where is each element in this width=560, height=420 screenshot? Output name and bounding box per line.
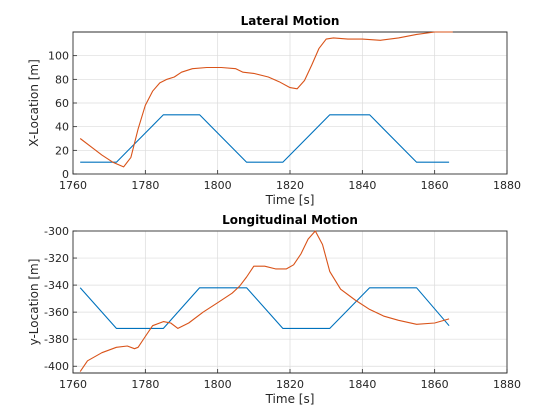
y-tick-label: 20 (55, 144, 69, 157)
x-tick-label: 1780 (131, 378, 159, 391)
y-axis-label: X-Location [m] (27, 59, 41, 147)
axes-frame (72, 230, 508, 374)
axes-frame (72, 31, 508, 175)
y-tick-label: 80 (55, 73, 69, 86)
y-tick-label: 0 (62, 168, 69, 181)
y-axis-label: y-Location [m] (27, 259, 41, 346)
x-tick-label: 1800 (204, 378, 232, 391)
x-tick-label: 1840 (348, 179, 376, 192)
y-tick-label: -360 (44, 306, 69, 319)
y-tick-label: -380 (44, 333, 69, 346)
x-tick-label: 1820 (276, 378, 304, 391)
y-tick-label: -300 (44, 225, 69, 238)
chart-title: Lateral Motion (241, 14, 340, 28)
series-line-1 (80, 114, 450, 163)
chart-title: Longitudinal Motion (222, 213, 358, 227)
lateral-motion-panel: 1760 1780 1800 1820 1840 1860 1880 0 20 40 60 80 100… (27, 14, 521, 207)
x-tick-label: 1760 (59, 378, 87, 391)
x-tick-label: 1860 (421, 179, 449, 192)
x-axis-label: Time [s] (265, 193, 315, 207)
series-line-2 (79, 31, 453, 168)
y-tick-label: -400 (44, 360, 69, 373)
y-tick-label: 60 (55, 97, 69, 110)
x-tick-label: 1760 (59, 179, 87, 192)
y-tick-label: 40 (55, 121, 69, 134)
x-axis-label: Time [s] (265, 392, 315, 406)
y-tick-label: -320 (44, 252, 69, 265)
series-line-1 (79, 287, 450, 329)
x-tick-label: 1860 (421, 378, 449, 391)
series-line-2 (79, 230, 450, 372)
x-tick-label: 1880 (493, 179, 521, 192)
longitudinal-motion-panel: 1760 1780 1800 1820 1840 1860 1880 -400 -380 -360… (27, 213, 521, 406)
y-tick-label: -340 (44, 279, 69, 292)
y-tick-label: 100 (48, 50, 69, 63)
x-tick-label: 1880 (493, 378, 521, 391)
x-tick-label: 1820 (276, 179, 304, 192)
x-tick-label: 1840 (348, 378, 376, 391)
x-tick-label: 1780 (131, 179, 159, 192)
x-tick-label: 1800 (204, 179, 232, 192)
